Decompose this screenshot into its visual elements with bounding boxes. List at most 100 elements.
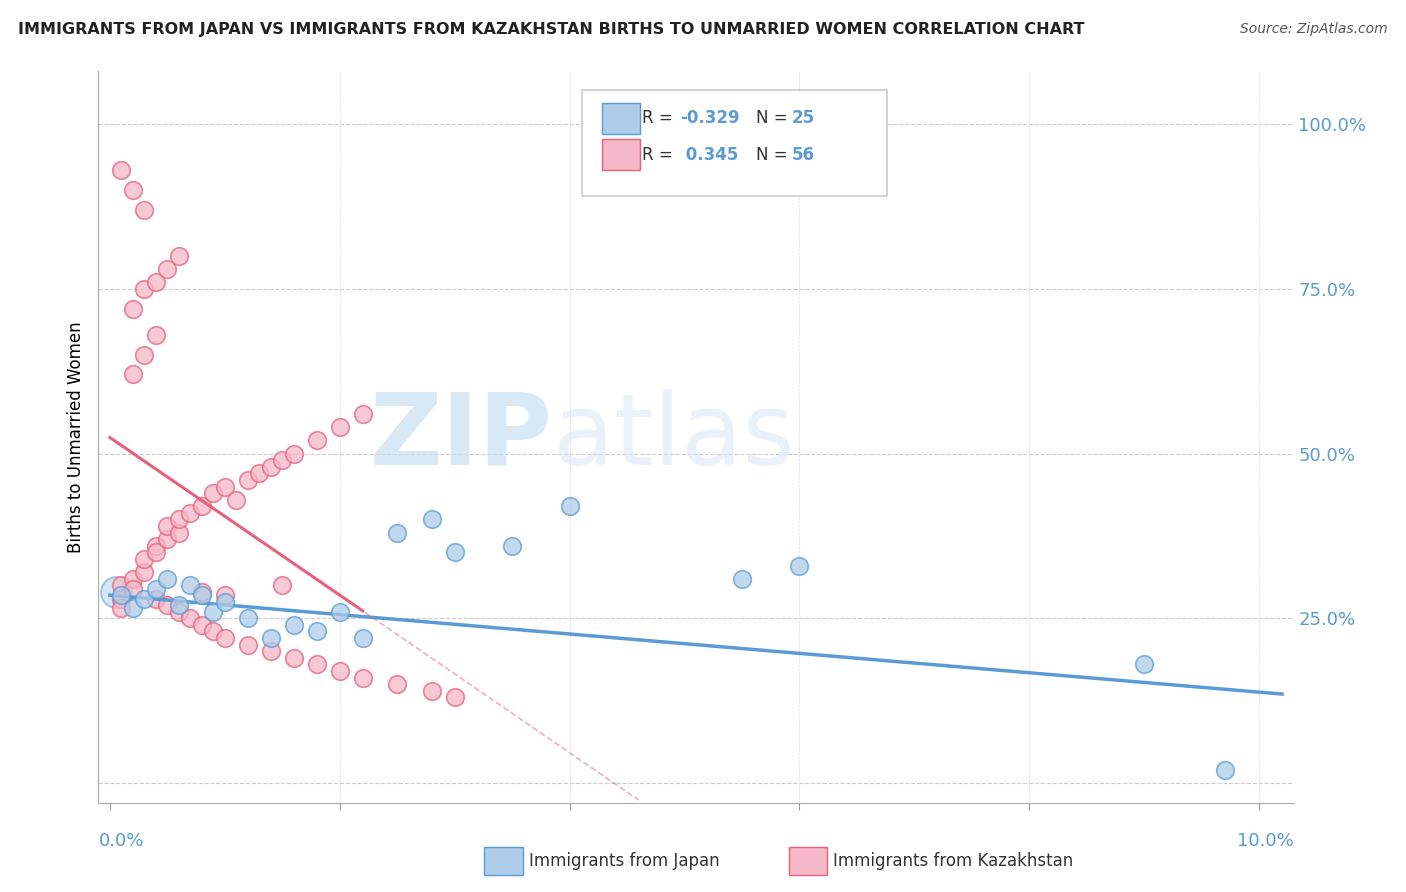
- Point: [214, 588, 236, 602]
- Point: [156, 598, 179, 612]
- Point: [283, 446, 305, 460]
- Point: [260, 459, 283, 474]
- Point: [122, 183, 145, 197]
- Point: [329, 664, 352, 678]
- Point: [179, 506, 201, 520]
- FancyBboxPatch shape: [582, 90, 887, 195]
- Point: [385, 525, 409, 540]
- Point: [214, 631, 236, 645]
- Point: [167, 605, 190, 619]
- Point: [1133, 657, 1156, 672]
- Text: 0.345: 0.345: [681, 145, 738, 164]
- Point: [247, 467, 270, 481]
- Point: [305, 624, 328, 639]
- Point: [329, 420, 352, 434]
- Text: R =: R =: [643, 145, 678, 164]
- Point: [145, 539, 167, 553]
- Point: [352, 671, 374, 685]
- Text: N =: N =: [756, 109, 793, 128]
- Point: [260, 644, 283, 658]
- Point: [236, 611, 259, 625]
- Point: [271, 578, 294, 592]
- Point: [156, 572, 179, 586]
- Point: [122, 368, 145, 382]
- Point: [191, 500, 214, 514]
- Point: [1213, 763, 1236, 777]
- Point: [501, 539, 523, 553]
- Point: [145, 327, 167, 342]
- Point: [305, 657, 328, 672]
- Point: [179, 578, 201, 592]
- Point: [156, 519, 179, 533]
- Point: [156, 533, 179, 547]
- Text: N =: N =: [756, 145, 793, 164]
- Point: [134, 348, 156, 362]
- Point: [558, 500, 581, 514]
- Point: [236, 638, 259, 652]
- Point: [110, 591, 132, 606]
- Point: [167, 249, 190, 263]
- Text: 56: 56: [792, 145, 814, 164]
- Point: [305, 434, 328, 448]
- Point: [134, 282, 156, 296]
- FancyBboxPatch shape: [602, 103, 640, 134]
- FancyBboxPatch shape: [485, 847, 523, 875]
- Point: [202, 624, 225, 639]
- Point: [110, 578, 132, 592]
- Point: [191, 585, 214, 599]
- Point: [352, 407, 374, 421]
- Point: [122, 572, 145, 586]
- Point: [214, 479, 236, 493]
- Point: [191, 618, 214, 632]
- Point: [352, 631, 374, 645]
- Text: -0.329: -0.329: [681, 109, 740, 128]
- Point: [179, 611, 201, 625]
- Text: 25: 25: [792, 109, 814, 128]
- Point: [167, 525, 190, 540]
- Point: [214, 595, 236, 609]
- Point: [420, 512, 443, 526]
- Point: [156, 262, 179, 277]
- Point: [110, 601, 132, 615]
- Point: [283, 650, 305, 665]
- Text: ZIP: ZIP: [370, 389, 553, 485]
- Point: [134, 202, 156, 217]
- Point: [202, 605, 225, 619]
- Point: [385, 677, 409, 691]
- Point: [731, 572, 754, 586]
- Point: [789, 558, 811, 573]
- Point: [283, 618, 305, 632]
- Text: Immigrants from Japan: Immigrants from Japan: [529, 853, 720, 871]
- Point: [145, 275, 167, 289]
- Point: [122, 301, 145, 316]
- Point: [134, 565, 156, 579]
- Point: [191, 588, 214, 602]
- Point: [110, 588, 132, 602]
- Point: [134, 591, 156, 606]
- Point: [122, 582, 145, 596]
- Point: [167, 598, 190, 612]
- Text: 10.0%: 10.0%: [1237, 832, 1294, 850]
- Y-axis label: Births to Unmarried Women: Births to Unmarried Women: [66, 321, 84, 553]
- Point: [104, 585, 127, 599]
- Point: [236, 473, 259, 487]
- Text: 0.0%: 0.0%: [98, 832, 143, 850]
- Point: [145, 591, 167, 606]
- Point: [420, 683, 443, 698]
- FancyBboxPatch shape: [602, 139, 640, 170]
- Point: [145, 582, 167, 596]
- Text: Immigrants from Kazakhstan: Immigrants from Kazakhstan: [834, 853, 1074, 871]
- Point: [167, 512, 190, 526]
- Point: [260, 631, 283, 645]
- Point: [443, 545, 465, 559]
- Point: [271, 453, 294, 467]
- Point: [145, 545, 167, 559]
- Text: atlas: atlas: [553, 389, 794, 485]
- FancyBboxPatch shape: [789, 847, 827, 875]
- Point: [443, 690, 465, 705]
- Text: Source: ZipAtlas.com: Source: ZipAtlas.com: [1240, 22, 1388, 37]
- Point: [122, 601, 145, 615]
- Point: [329, 605, 352, 619]
- Point: [134, 552, 156, 566]
- Point: [202, 486, 225, 500]
